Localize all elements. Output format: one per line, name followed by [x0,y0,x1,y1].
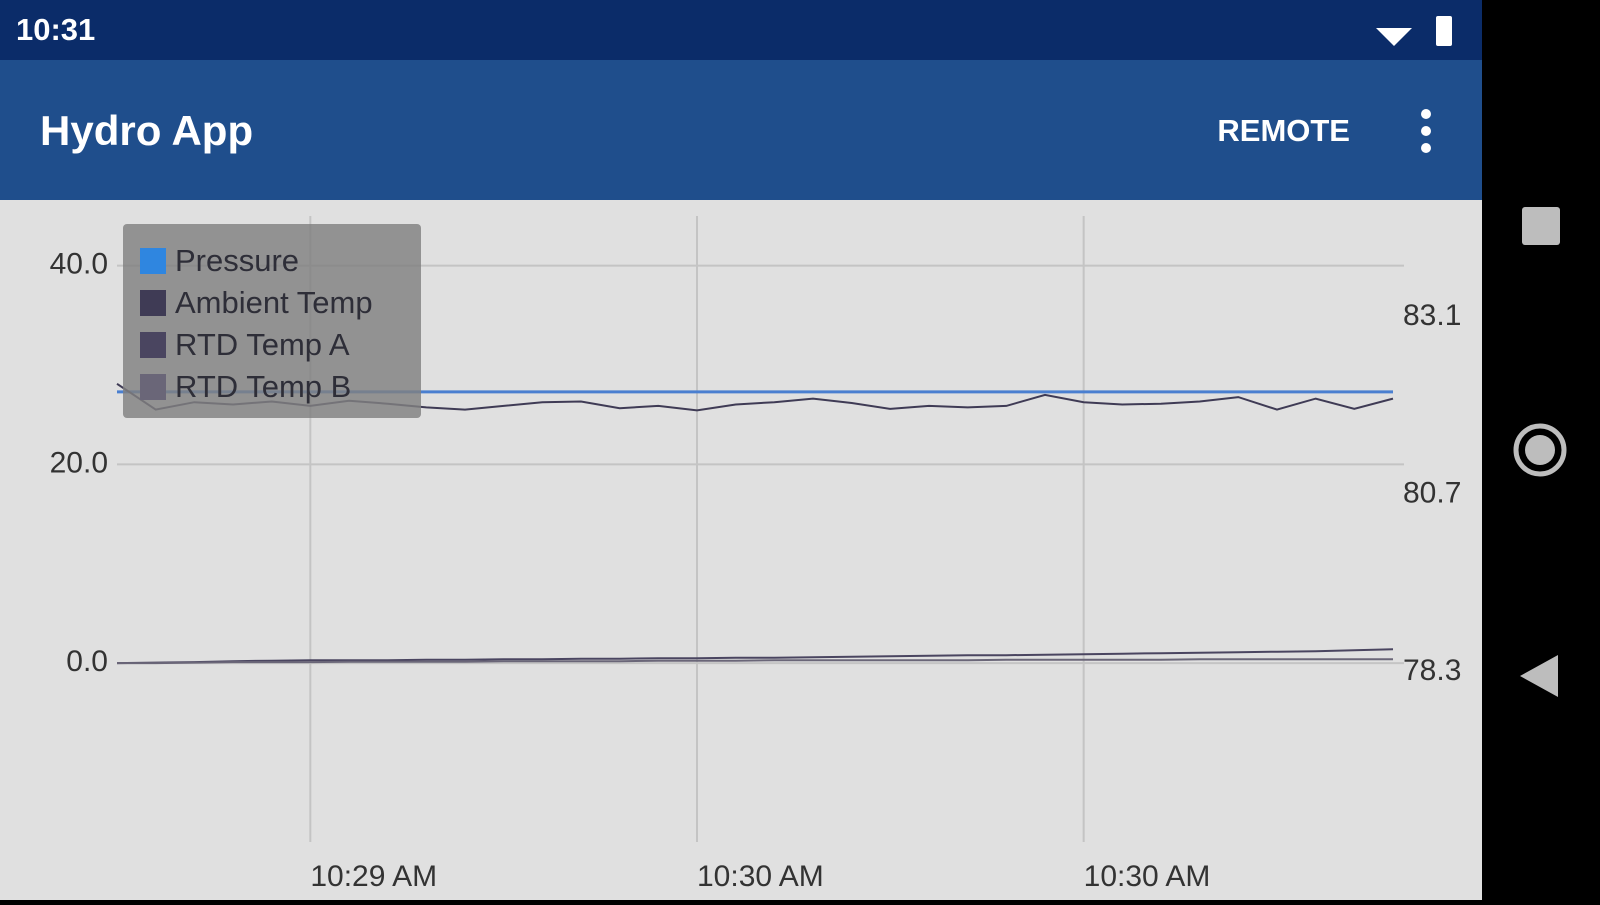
overflow-menu[interactable] [1421,109,1431,153]
wifi-icon [1376,28,1412,46]
series-line [117,658,1393,665]
x-tick-label: 10:30 AM [697,860,824,893]
legend-label: RTD Temp A [175,327,350,362]
legend-box [123,224,421,418]
remote-button[interactable]: REMOTE [1217,113,1350,148]
legend-swatch [140,290,166,316]
app-title: Hydro App [40,107,253,154]
legend-swatch [140,332,166,358]
battery-icon [1436,16,1452,46]
chart: 0.0 20.0 40.0 78.3 80.7 83.1 10:29 AM 10:30 AM 1… [50,216,1461,893]
legend-swatch [140,374,166,400]
x-tick-label: 10:29 AM [310,860,437,893]
y-tick-label: 0.0 [66,645,108,678]
recents-button[interactable] [1522,207,1560,245]
y2-tick-label: 80.7 [1403,477,1461,510]
y2-tick-label: 78.3 [1403,654,1461,687]
status-bar [0,0,1482,60]
status-time: 10:31 [16,12,95,47]
legend-label: Pressure [175,243,299,278]
y2-tick-label: 83.1 [1403,299,1461,332]
y-tick-label: 20.0 [50,446,108,479]
home-button-dot [1525,435,1555,465]
legend-label: Ambient Temp [175,285,373,320]
x-tick-label: 10:30 AM [1084,860,1211,893]
y-tick-label: 40.0 [50,248,108,281]
legend-label: RTD Temp B [175,369,351,404]
series-line [116,648,1394,665]
legend-swatch [140,248,166,274]
app-bar [0,60,1482,200]
back-button[interactable] [1520,655,1558,697]
home-button[interactable] [1513,423,1567,477]
